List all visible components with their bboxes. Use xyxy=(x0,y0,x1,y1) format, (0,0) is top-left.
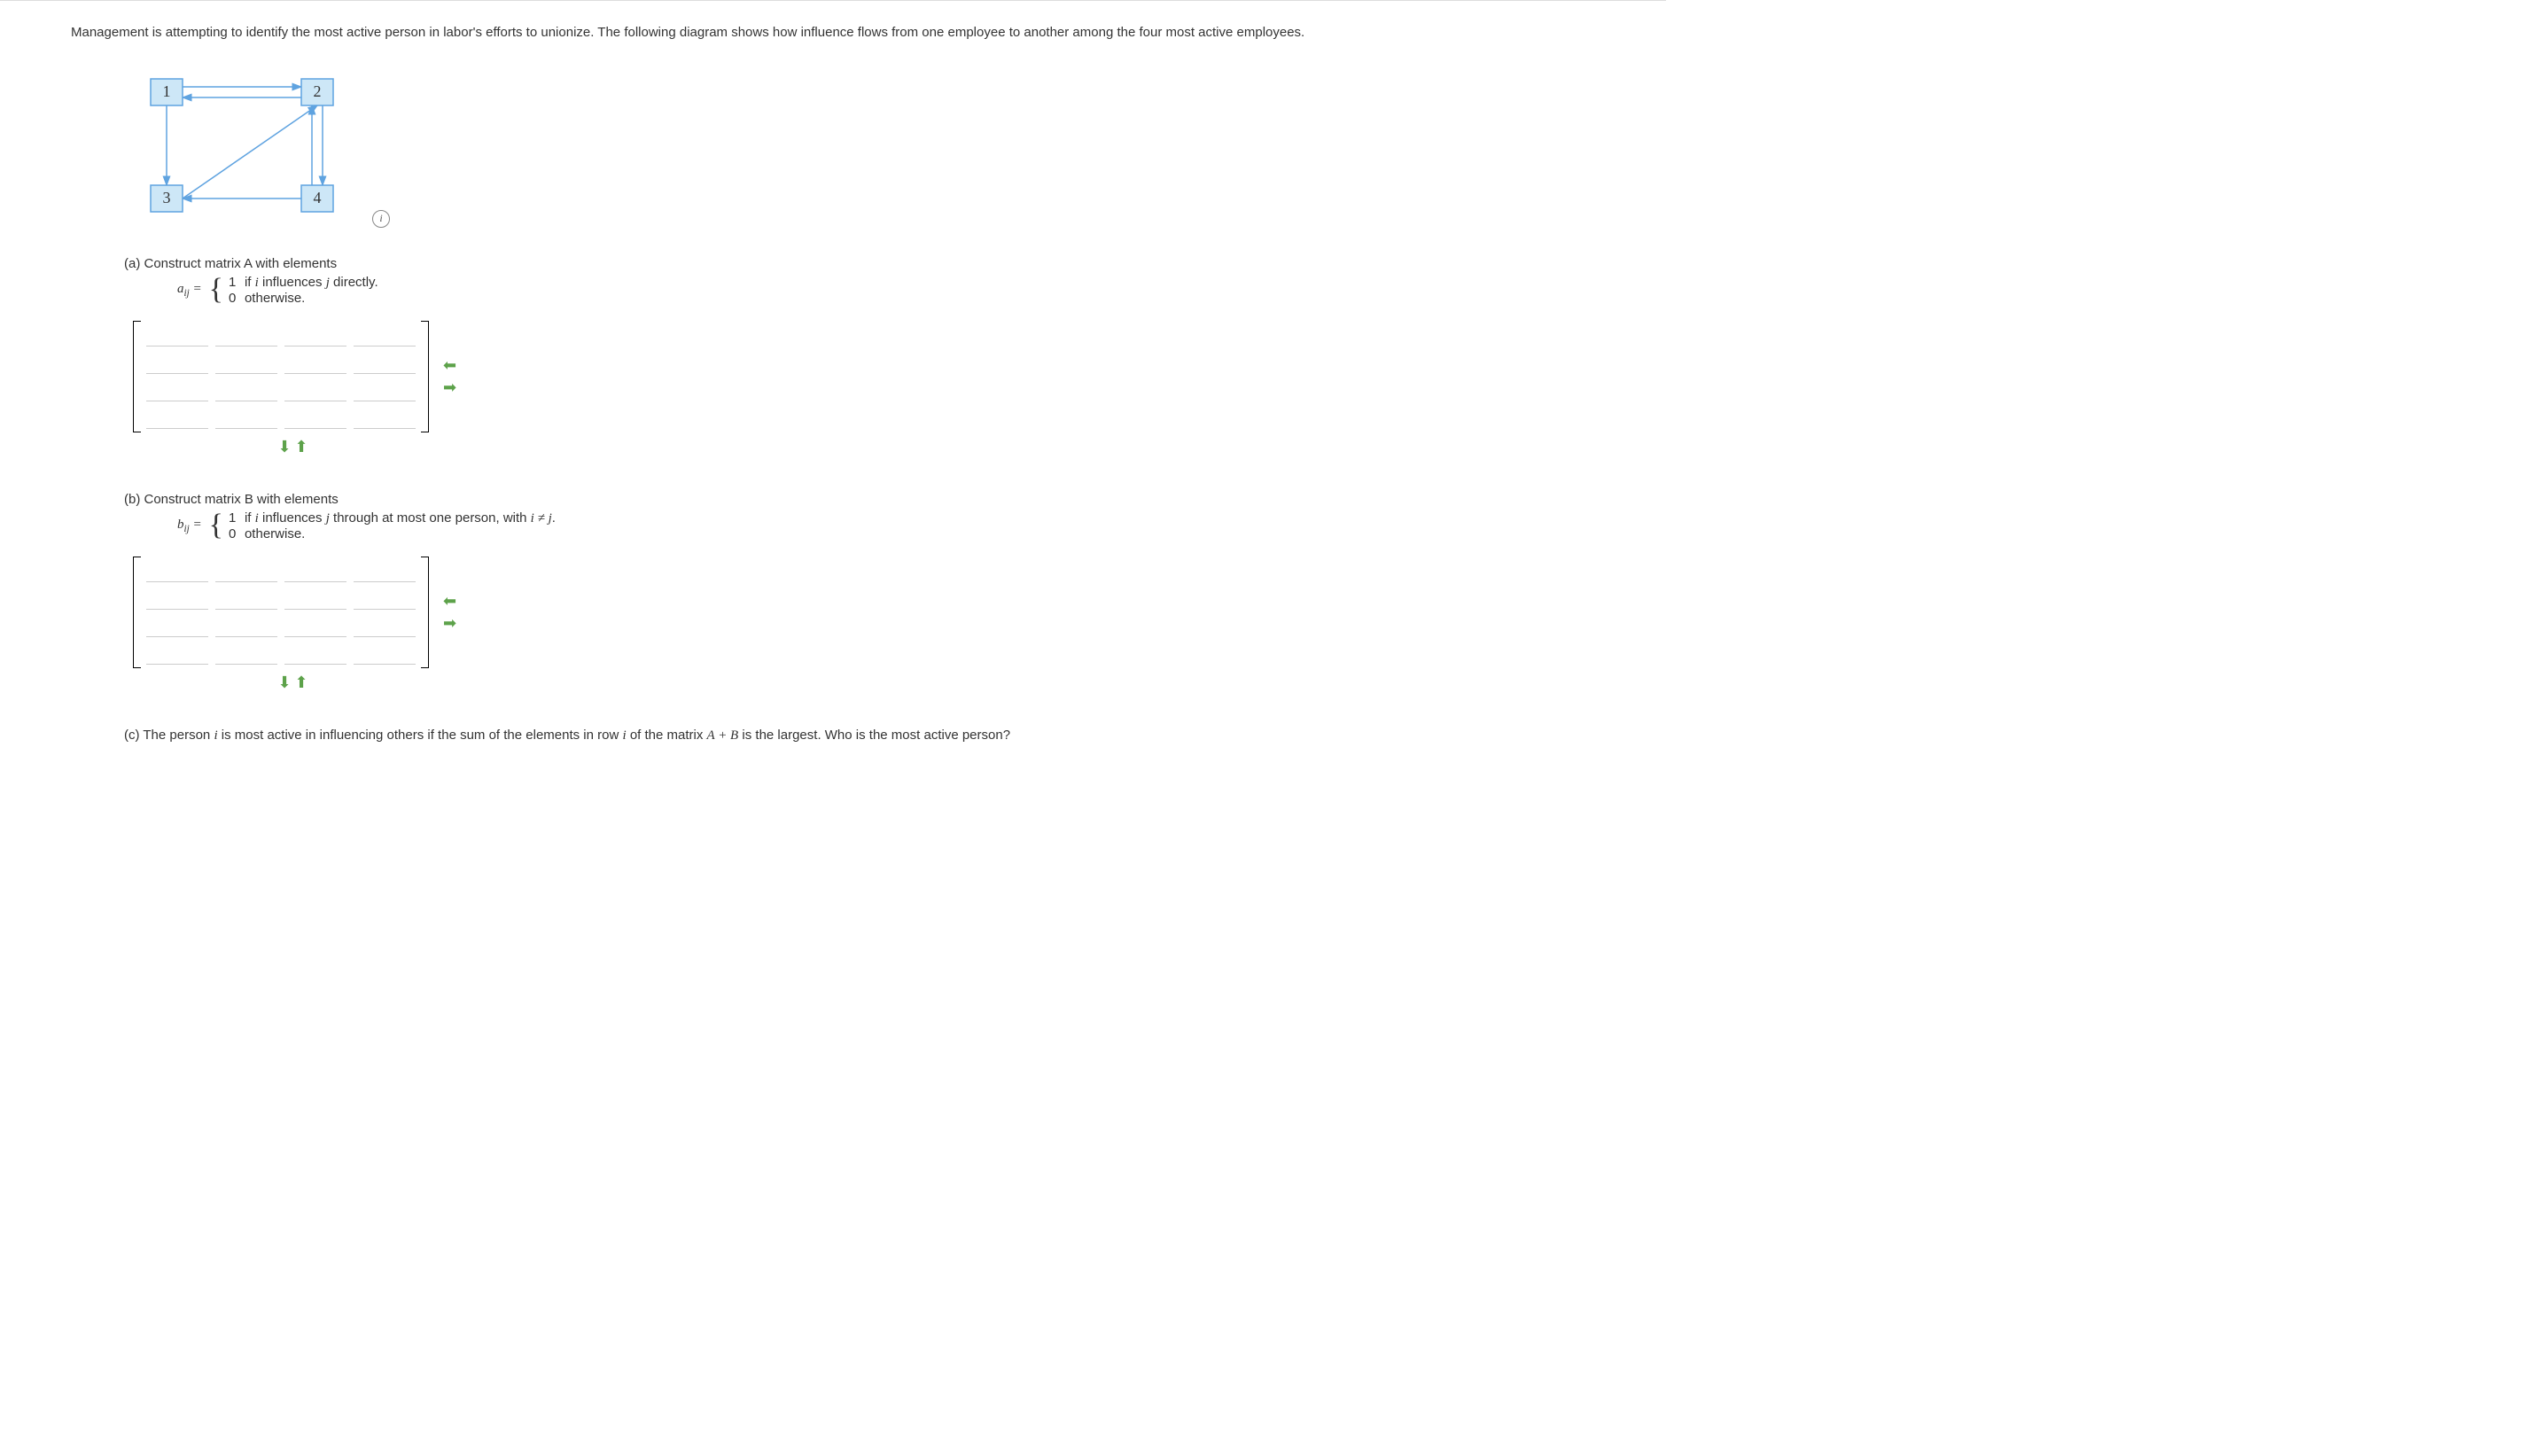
matrix-cell[interactable] xyxy=(284,407,346,429)
matrix-b-row-arrows: ⬇⬆ xyxy=(133,673,456,692)
matrix-cell[interactable] xyxy=(284,379,346,401)
matrix-cell[interactable] xyxy=(354,588,416,610)
part-a-label: (a) Construct matrix A with elements xyxy=(124,256,1631,271)
info-icon[interactable]: i xyxy=(372,210,390,228)
matrix-cell[interactable] xyxy=(146,324,208,346)
add-column-icon[interactable]: ➡ xyxy=(443,614,456,633)
matrix-cell[interactable] xyxy=(284,588,346,610)
matrix-cell[interactable] xyxy=(354,642,416,665)
matrix-b-col-arrows: ⬅ ➡ xyxy=(443,592,456,633)
part-b-definition: bij = { 1if i influences j through at mo… xyxy=(177,510,1631,542)
matrix-b-block: ⬅ ➡ ⬇⬆ xyxy=(133,557,456,692)
influence-diagram: 1 2 3 4 xyxy=(124,61,354,230)
remove-column-icon[interactable]: ⬅ xyxy=(443,592,456,611)
svg-text:4: 4 xyxy=(314,189,322,206)
matrix-cell[interactable] xyxy=(146,588,208,610)
matrix-cell[interactable] xyxy=(215,352,277,374)
matrix-a-block: ⬅ ➡ ⬇⬆ xyxy=(133,321,456,456)
matrix-cell[interactable] xyxy=(284,642,346,665)
matrix-cell[interactable] xyxy=(354,560,416,582)
matrix-cell[interactable] xyxy=(354,379,416,401)
matrix-cell[interactable] xyxy=(215,560,277,582)
matrix-cell[interactable] xyxy=(284,615,346,637)
add-row-icon[interactable]: ⬇ xyxy=(277,673,294,691)
matrix-cell[interactable] xyxy=(215,379,277,401)
part-c-text: (c) The person i is most active in influ… xyxy=(124,728,1631,744)
remove-row-icon[interactable]: ⬆ xyxy=(295,673,312,691)
matrix-cell[interactable] xyxy=(215,407,277,429)
matrix-cell[interactable] xyxy=(215,615,277,637)
matrix-a-col-arrows: ⬅ ➡ xyxy=(443,356,456,397)
matrix-cell[interactable] xyxy=(354,352,416,374)
matrix-cell[interactable] xyxy=(215,642,277,665)
part-a-definition: aij = { 1if i influences j directly. 0ot… xyxy=(177,275,1631,307)
add-column-icon[interactable]: ➡ xyxy=(443,378,456,397)
remove-row-icon[interactable]: ⬆ xyxy=(295,438,312,455)
matrix-cell[interactable] xyxy=(146,560,208,582)
matrix-cell[interactable] xyxy=(146,379,208,401)
matrix-a-grid xyxy=(141,321,421,432)
svg-text:1: 1 xyxy=(163,82,171,100)
part-b-label: (b) Construct matrix B with elements xyxy=(124,492,1631,507)
matrix-cell[interactable] xyxy=(215,588,277,610)
matrix-cell[interactable] xyxy=(354,615,416,637)
matrix-cell[interactable] xyxy=(354,324,416,346)
matrix-cell[interactable] xyxy=(215,324,277,346)
problem-intro: Management is attempting to identify the… xyxy=(71,23,1631,43)
svg-text:2: 2 xyxy=(314,82,322,100)
matrix-cell[interactable] xyxy=(284,324,346,346)
matrix-cell[interactable] xyxy=(146,642,208,665)
svg-text:3: 3 xyxy=(163,189,171,206)
matrix-cell[interactable] xyxy=(146,615,208,637)
matrix-a-row-arrows: ⬇⬆ xyxy=(133,438,456,456)
matrix-cell[interactable] xyxy=(284,560,346,582)
remove-column-icon[interactable]: ⬅ xyxy=(443,356,456,375)
matrix-cell[interactable] xyxy=(146,407,208,429)
add-row-icon[interactable]: ⬇ xyxy=(277,438,294,455)
matrix-cell[interactable] xyxy=(354,407,416,429)
matrix-cell[interactable] xyxy=(146,352,208,374)
matrix-b-grid xyxy=(141,557,421,668)
matrix-cell[interactable] xyxy=(284,352,346,374)
